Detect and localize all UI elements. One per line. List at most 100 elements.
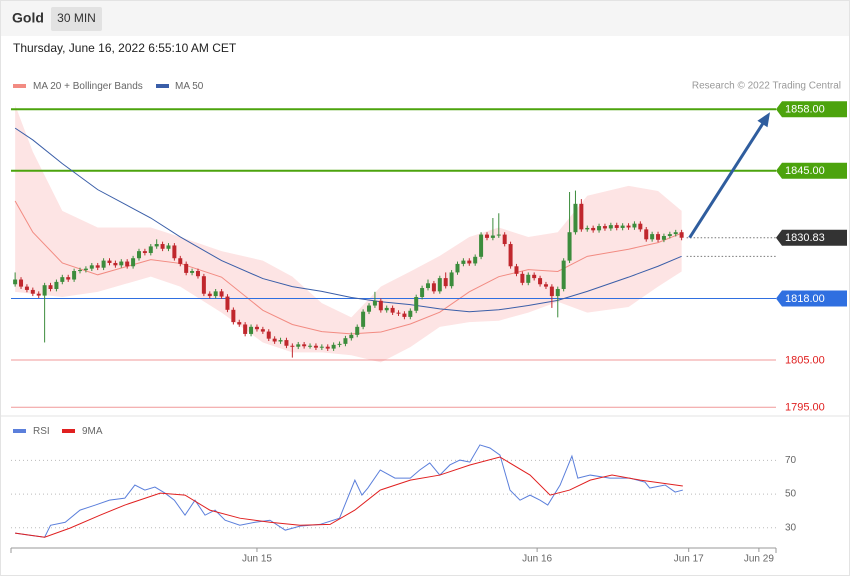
level-label: 1830.83	[785, 232, 825, 244]
interval[interactable]: 30 MIN	[57, 11, 96, 25]
level-label: 1818.00	[785, 293, 825, 305]
candle-body	[520, 273, 525, 283]
candle-body	[638, 223, 643, 230]
legend-swatch	[13, 429, 26, 433]
level-badge	[776, 290, 847, 307]
candle-body	[355, 326, 360, 335]
candle-body	[48, 285, 53, 289]
candle-body	[538, 278, 543, 285]
candle-body	[484, 234, 489, 238]
candle-body	[508, 244, 513, 267]
candle-body	[384, 307, 389, 311]
candle-body	[514, 266, 519, 274]
candle-body	[166, 245, 171, 249]
candle-body	[237, 322, 242, 325]
indicator-line	[15, 456, 683, 538]
candle-body	[467, 260, 472, 264]
candle-body	[597, 226, 602, 231]
level-badge	[776, 229, 847, 246]
level-label: 1845.00	[785, 165, 825, 177]
candle-body	[567, 232, 572, 261]
credit: Research © 2022 Trading Central	[692, 81, 841, 92]
candle-body	[54, 281, 59, 289]
candle-body	[449, 272, 454, 287]
candle-body	[113, 262, 118, 266]
x-tick-label: Jun 15	[242, 554, 272, 565]
candle-body	[455, 263, 460, 273]
candle-body	[390, 307, 395, 313]
rsi-panel: 30 50 70 Jun 15 Jun 16 Jun 17 Jun 29 RSI 9MA	[10, 426, 797, 565]
candle-body	[78, 270, 83, 272]
legend-label: MA 20 + Bollinger Bands	[33, 81, 143, 92]
candle-body	[13, 279, 18, 285]
target-arrow-head	[757, 112, 770, 128]
candle-body	[602, 226, 607, 229]
legend-swatch	[62, 429, 75, 433]
candle-body	[490, 235, 495, 238]
candle-body	[543, 284, 548, 287]
candle-body	[573, 203, 578, 233]
candle-body	[148, 246, 153, 254]
candle-body	[260, 329, 265, 332]
candle-body	[656, 234, 661, 240]
candle-body	[679, 232, 684, 238]
candle-body	[414, 297, 419, 311]
legend-swatch	[13, 84, 26, 88]
indicator-line	[15, 444, 683, 538]
ma50-line	[14, 127, 682, 313]
candle-body	[325, 346, 330, 349]
candle-body	[30, 289, 35, 294]
y-tick-label: 50	[785, 489, 797, 500]
candle-body	[119, 261, 124, 266]
candle-body	[443, 278, 448, 287]
candle-body	[254, 326, 259, 330]
candle-body	[319, 346, 324, 348]
candle-body	[431, 283, 436, 292]
candle-body	[178, 258, 183, 264]
x-tick-label: Jun 17	[674, 554, 704, 565]
candle-body	[402, 313, 407, 317]
interval-badge[interactable]	[51, 7, 102, 31]
candle-body	[585, 227, 590, 230]
candle-body	[172, 245, 177, 259]
candle-body	[24, 286, 29, 290]
candle-body	[219, 291, 224, 297]
y-tick-label: 70	[785, 455, 797, 466]
candle-body	[426, 283, 431, 289]
candle-body	[461, 260, 466, 264]
legend-swatch	[156, 84, 169, 88]
candle-body	[579, 203, 584, 230]
candle-body	[249, 326, 254, 334]
candle-body	[673, 232, 678, 235]
candle-body	[160, 244, 165, 249]
candle-body	[154, 244, 159, 247]
datetime: Thursday, June 16, 2022 6:55:10 AM CET	[13, 41, 237, 55]
price-panel: 1858.00 1845.00 1830.83 1818.00 1805.00 1795.…	[11, 81, 847, 414]
candle-body	[367, 305, 372, 312]
candle-body	[372, 300, 377, 306]
candle-body	[213, 291, 218, 297]
candle-body	[72, 271, 77, 280]
candle-body	[284, 340, 289, 346]
candle-body	[207, 293, 212, 297]
candle-body	[620, 225, 625, 228]
candle-body	[502, 234, 507, 245]
candle-body	[136, 251, 141, 259]
candle-body	[614, 225, 619, 228]
candle-body	[231, 309, 236, 323]
candle-body	[195, 271, 200, 277]
x-tick-label: Jun 16	[522, 554, 552, 565]
candle-body	[243, 324, 248, 334]
candle-body	[526, 274, 531, 283]
candle-body	[60, 277, 65, 282]
candle-body	[608, 225, 613, 229]
candle-body	[626, 225, 631, 228]
candle-body	[644, 229, 649, 240]
level-label: 1795.00	[785, 402, 825, 414]
level-badge	[776, 101, 847, 118]
candle-body	[66, 277, 71, 280]
candle-body	[278, 340, 283, 342]
candle-body	[107, 260, 112, 263]
ma20-line	[14, 200, 682, 335]
